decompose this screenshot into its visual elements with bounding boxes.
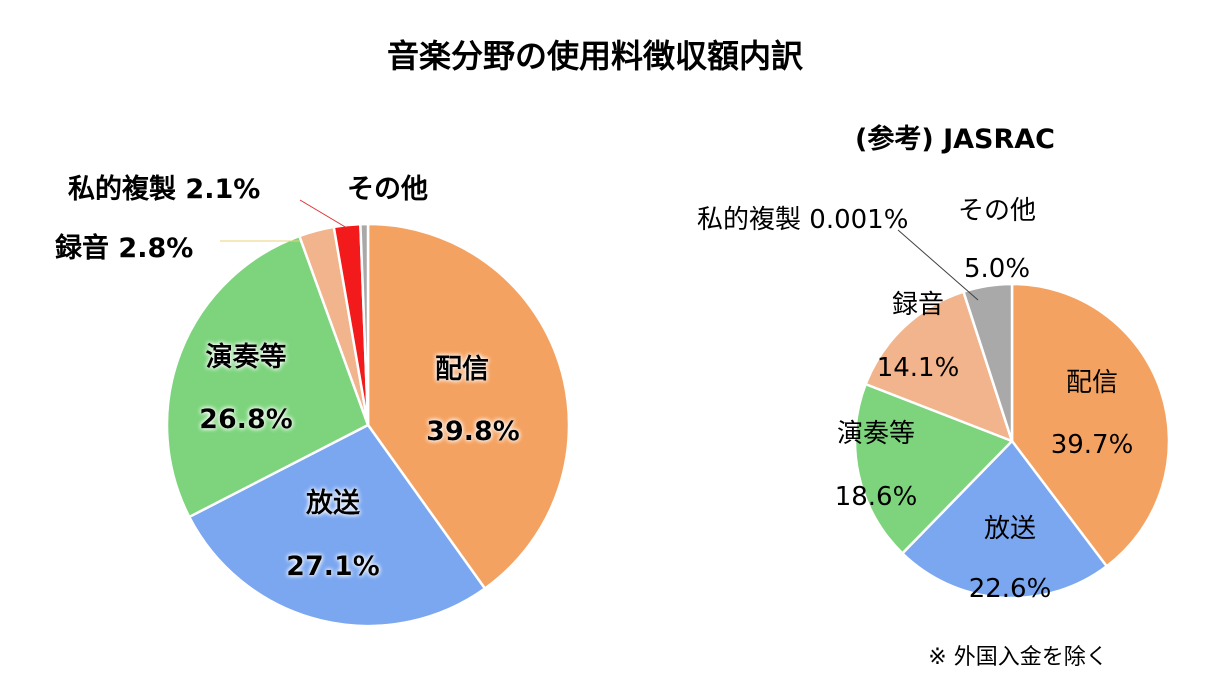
jasrac-label-other: その他: [958, 196, 1036, 226]
slice-label-performance: 演奏等: [206, 341, 287, 373]
pie-left-slice-0: [366, 222, 571, 590]
jasrac-value-performance: 18.6%: [835, 482, 918, 512]
jasrac-value-distribution: 39.7%: [1051, 430, 1134, 460]
slice-label-broadcast: 放送: [305, 487, 360, 519]
pie-left-slice-2: [165, 234, 370, 519]
slice-value-distribution: 39.8%: [426, 416, 520, 447]
pie-left-slice-5: [359, 222, 370, 427]
jasrac-label-distribution: 配信: [1066, 368, 1118, 398]
jasrac-label-private-copy: 私的複製 0.001%: [697, 205, 908, 235]
jasrac-label-broadcast: 放送: [984, 514, 1036, 544]
slice-value-broadcast: 27.1%: [286, 551, 380, 582]
pie-right-slice-5: [962, 282, 1014, 443]
jasrac-value-other: 5.0%: [964, 254, 1030, 284]
chart-title: 音楽分野の使用料徴収額内訳: [387, 37, 804, 75]
pie-right-slice-1: [901, 439, 1108, 600]
pie-right-slice-0: [1010, 282, 1171, 568]
pie-left-slice-1: [188, 423, 487, 628]
slice-value-performance: 26.8%: [199, 404, 293, 435]
jasrac-subtitle: (参考) JASRAC: [855, 123, 1055, 155]
footnote: ※ 外国入金を除く: [928, 645, 1107, 670]
slice-label-private-copy: 私的複製 2.1%: [68, 173, 260, 205]
leader-line-private-copy: [299, 199, 348, 229]
slice-label-recording: 録音 2.8%: [55, 232, 193, 264]
jasrac-value-recording: 14.1%: [877, 353, 960, 383]
slice-label-distribution: 配信: [435, 354, 489, 385]
jasrac-label-performance: 演奏等: [837, 419, 915, 449]
slice-label-other: その他: [347, 174, 428, 205]
jasrac-value-broadcast: 22.6%: [969, 574, 1052, 604]
pie-left: [165, 222, 571, 628]
leader-line-jasrac-private-copy: [897, 229, 979, 301]
pie-right: [853, 282, 1171, 600]
jasrac-label-recording: 録音: [892, 290, 944, 320]
